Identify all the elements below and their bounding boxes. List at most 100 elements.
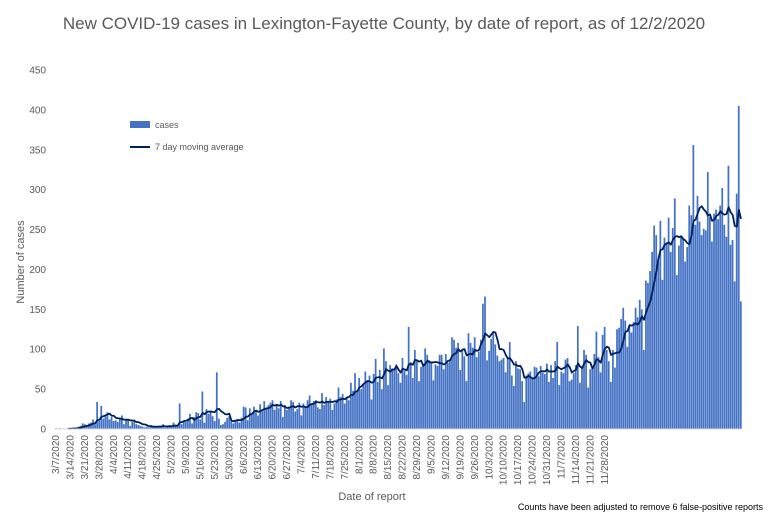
x-tick-label: 3/28/2020 [94, 435, 105, 480]
bar-cases [131, 421, 134, 429]
bar-cases [517, 368, 519, 429]
bar-cases [525, 375, 528, 429]
bar-cases [694, 224, 697, 429]
bar-cases [224, 421, 226, 429]
bar-cases [399, 382, 402, 429]
bar-cases [207, 413, 210, 429]
bar-cases [735, 193, 738, 429]
bar-cases [323, 405, 325, 429]
legend-label-cases: cases [155, 120, 179, 130]
bar-cases [125, 418, 127, 429]
bar-cases [426, 354, 429, 429]
y-tick-label: 350 [29, 145, 46, 156]
bar-cases [90, 422, 92, 429]
bar-cases [453, 339, 455, 429]
bar-cases [612, 350, 614, 429]
bar-cases [663, 237, 666, 429]
bar-cases [112, 421, 115, 429]
x-tick-label: 5/30/2020 [224, 435, 235, 480]
bar-cases [143, 427, 146, 429]
x-tick-label: 10/3/2020 [484, 435, 495, 480]
bar-cases [420, 366, 422, 429]
bar-cases [669, 251, 672, 429]
bar-cases [129, 425, 132, 429]
bar-cases [589, 369, 592, 429]
legend-label-moving-average: 7 day moving average [155, 142, 244, 152]
y-tick-label: 100 [29, 345, 46, 356]
bar-cases [737, 105, 740, 430]
bar-cases [486, 360, 488, 429]
bar-cases [605, 350, 608, 429]
x-tick-label: 3/7/2020 [51, 435, 62, 474]
bar-cases [548, 381, 550, 429]
bar-cases [455, 347, 457, 429]
bar-cases [374, 358, 377, 429]
bar-cases [706, 172, 709, 429]
bar-cases [482, 303, 484, 429]
bar-cases [387, 385, 389, 429]
bar-cases [116, 421, 119, 429]
bar-cases [708, 216, 711, 429]
bar-cases [479, 339, 482, 429]
bar-cases [284, 405, 286, 429]
bar-cases [174, 425, 177, 429]
x-tick-label: 7/18/2020 [325, 435, 336, 480]
bar-cases [659, 220, 662, 429]
bar-cases [537, 376, 540, 429]
bar-cases [587, 387, 590, 429]
bar-cases [166, 426, 169, 429]
bar-cases [638, 299, 641, 429]
bar-cases [294, 411, 297, 429]
bar-cases [403, 370, 406, 429]
bar-cases [300, 415, 303, 429]
bar-cases [102, 418, 105, 429]
bar-cases [178, 403, 181, 429]
bar-cases [657, 261, 660, 429]
bar-cases [539, 365, 542, 429]
bar-cases [389, 365, 391, 429]
bar-cases [121, 415, 123, 429]
bar-cases [513, 385, 515, 429]
bar-cases [108, 419, 111, 429]
bar-cases [345, 397, 348, 429]
x-tick-label: 5/16/2020 [195, 435, 206, 480]
bar-cases [665, 243, 668, 429]
y-tick-label: 150 [29, 305, 46, 316]
bar-cases [416, 359, 418, 429]
bar-cases [327, 401, 330, 429]
bar-cases [609, 381, 612, 429]
bar-cases [203, 422, 206, 429]
bar-cases [395, 364, 398, 429]
bar-cases [564, 359, 567, 429]
bar-cases [154, 427, 156, 429]
bar-cases [568, 381, 571, 429]
bar-cases [461, 350, 464, 429]
legend: cases 7 day moving average [130, 120, 244, 152]
bar-cases [265, 409, 268, 429]
bar-cases [176, 426, 179, 429]
bar-cases [248, 408, 251, 429]
bar-cases [546, 363, 548, 429]
bar-cases [502, 358, 505, 429]
bar-cases [228, 416, 231, 429]
bar-cases [296, 409, 299, 429]
bar-cases [628, 325, 631, 429]
bar-cases [626, 346, 629, 429]
bar-cases [463, 356, 466, 429]
bar-cases [232, 423, 235, 429]
x-tick-label: 10/31/2020 [542, 435, 553, 485]
bar-cases [106, 412, 109, 429]
bar-cases [321, 393, 323, 429]
bar-cases [409, 361, 412, 429]
chart-title: New COVID-19 cases in Lexington-Fayette … [62, 14, 706, 33]
bar-cases [368, 375, 371, 429]
bar-cases [729, 244, 732, 429]
bar-cases [215, 372, 218, 429]
bar-cases [343, 403, 346, 429]
bar-cases [554, 361, 557, 429]
bar-cases [515, 361, 517, 429]
bar-cases [331, 409, 334, 429]
x-tick-label: 9/5/2020 [427, 435, 438, 474]
x-tick-label: 6/13/2020 [253, 435, 264, 480]
bar-cases [684, 261, 686, 429]
